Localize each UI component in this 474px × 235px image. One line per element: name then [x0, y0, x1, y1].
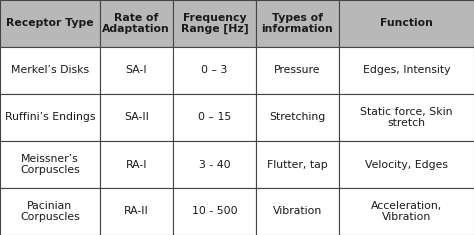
- Text: Velocity, Edges: Velocity, Edges: [365, 160, 448, 169]
- Text: Stretching: Stretching: [269, 113, 326, 122]
- Bar: [100, 94, 173, 141]
- Text: Flutter, tap: Flutter, tap: [267, 160, 328, 169]
- Text: 0 – 3: 0 – 3: [201, 66, 228, 75]
- Bar: [0, 188, 100, 235]
- Bar: [100, 141, 173, 188]
- Bar: [339, 188, 474, 235]
- Bar: [0, 47, 100, 94]
- Text: RA-I: RA-I: [126, 160, 147, 169]
- Text: Vibration: Vibration: [273, 207, 322, 216]
- Bar: [173, 141, 256, 188]
- Bar: [339, 0, 474, 47]
- Bar: [256, 188, 339, 235]
- Text: SA-II: SA-II: [124, 113, 149, 122]
- Bar: [0, 0, 100, 47]
- Text: SA-I: SA-I: [126, 66, 147, 75]
- Bar: [339, 141, 474, 188]
- Bar: [0, 94, 100, 141]
- Bar: [173, 47, 256, 94]
- Text: Function: Function: [380, 19, 433, 28]
- Bar: [256, 141, 339, 188]
- Text: Meissner’s
Corpuscles: Meissner’s Corpuscles: [20, 154, 80, 175]
- Text: 10 - 500: 10 - 500: [191, 207, 237, 216]
- Text: Merkel’s Disks: Merkel’s Disks: [11, 66, 89, 75]
- Text: Edges, Intensity: Edges, Intensity: [363, 66, 450, 75]
- Bar: [339, 47, 474, 94]
- Bar: [100, 188, 173, 235]
- Text: Frequency
Range [Hz]: Frequency Range [Hz]: [181, 12, 248, 35]
- Text: RA-II: RA-II: [124, 207, 149, 216]
- Bar: [100, 47, 173, 94]
- Text: Rate of
Adaptation: Rate of Adaptation: [102, 13, 170, 34]
- Text: 0 – 15: 0 – 15: [198, 113, 231, 122]
- Bar: [0, 141, 100, 188]
- Text: Acceleration,
Vibration: Acceleration, Vibration: [371, 201, 442, 222]
- Text: Receptor Type: Receptor Type: [6, 19, 93, 28]
- Bar: [173, 94, 256, 141]
- Text: Pacinian
Corpuscles: Pacinian Corpuscles: [20, 201, 80, 222]
- Bar: [173, 0, 256, 47]
- Bar: [256, 0, 339, 47]
- Bar: [100, 0, 173, 47]
- Bar: [173, 188, 256, 235]
- Text: Ruffini’s Endings: Ruffini’s Endings: [5, 113, 95, 122]
- Bar: [256, 47, 339, 94]
- Bar: [256, 94, 339, 141]
- Text: Types of
information: Types of information: [262, 13, 333, 34]
- Text: 3 - 40: 3 - 40: [199, 160, 230, 169]
- Bar: [339, 94, 474, 141]
- Text: Static force, Skin
stretch: Static force, Skin stretch: [360, 107, 453, 128]
- Text: Pressure: Pressure: [274, 66, 321, 75]
